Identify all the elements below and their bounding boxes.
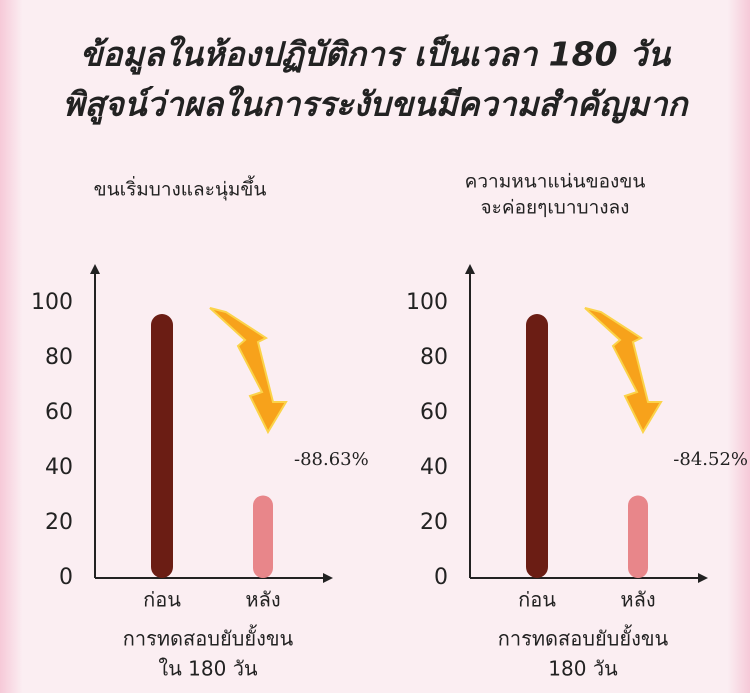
y-tick-label: 60 [45, 400, 73, 425]
y-tick-label: 0 [434, 565, 448, 590]
x-tick-label: ก่อน [518, 588, 556, 612]
y-tick-label: 60 [420, 400, 448, 425]
annotation: -88.63% [294, 449, 369, 470]
y-tick-label: 40 [45, 455, 73, 480]
annotation: -84.52% [673, 449, 748, 470]
chart-title: ขนเริ่มบางและนุ่มขึ้น [94, 176, 267, 202]
arrow-icon [209, 307, 288, 435]
bar [151, 314, 173, 578]
y-tick-label: 80 [45, 345, 73, 370]
y-tick-label: 0 [59, 565, 73, 590]
chart-title: จะค่อยๆเบาบางลง [481, 197, 630, 219]
bar [628, 495, 648, 578]
y-axis-arrow [90, 264, 100, 274]
y-tick-label: 20 [420, 510, 448, 535]
arrow-icon [584, 307, 663, 435]
x-axis-label: การทดสอบยับยั้งขน [498, 625, 669, 651]
x-axis-label: 180 วัน [548, 657, 618, 681]
y-tick-label: 100 [31, 290, 73, 315]
y-tick-label: 100 [406, 290, 448, 315]
y-axis-arrow [465, 264, 475, 274]
page-title: ข้อมูลในห้องปฏิบัติการ เป็นเวลา 180 วัน [80, 34, 672, 76]
y-tick-label: 40 [420, 455, 448, 480]
x-axis-arrow [323, 573, 333, 583]
chart-title: ความหนาแน่นของขน [465, 171, 646, 193]
x-axis-label: การทดสอบยับยั้งขน [123, 625, 294, 651]
x-axis-label: ใน 180 วัน [158, 657, 258, 681]
x-tick-label: หลัง [245, 588, 280, 612]
y-tick-label: 20 [45, 510, 73, 535]
x-axis-arrow [698, 573, 708, 583]
page-title: พิสูจน์ว่าผลในการระงับขนมีความสำคัญมาก [63, 85, 690, 126]
bar [253, 495, 273, 578]
x-tick-label: ก่อน [143, 588, 181, 612]
bar [526, 314, 548, 578]
x-tick-label: หลัง [620, 588, 655, 612]
y-tick-label: 80 [420, 345, 448, 370]
